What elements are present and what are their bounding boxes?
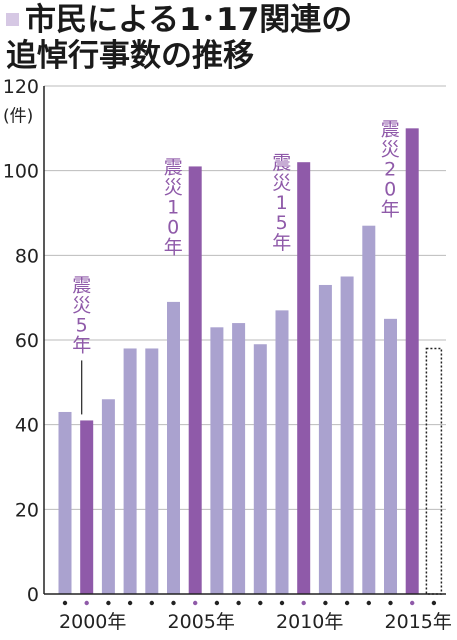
x-tick-dot: [323, 600, 328, 606]
x-tick-dot: [127, 600, 133, 606]
bar: [253, 344, 267, 594]
bar: [101, 399, 115, 594]
bar: [340, 276, 354, 594]
x-tick-dot: [258, 600, 263, 606]
x-tick-dot: [344, 600, 350, 606]
x-tick-dot: [62, 600, 68, 606]
x-tick-label: 2000年: [59, 611, 126, 633]
x-tick-label: 2015年: [385, 611, 452, 633]
y-tick-label: 100: [3, 161, 39, 183]
y-unit-label: (件): [3, 107, 33, 127]
anniversary-label: 震災 2 0 年: [381, 118, 400, 220]
x-tick-dot: [431, 600, 437, 606]
bar-anniversary: [405, 128, 419, 595]
y-tick-label: 40: [15, 415, 39, 437]
y-tick-label: 80: [15, 245, 39, 267]
bar-estimated: [425, 347, 443, 595]
bar: [384, 318, 397, 594]
title-marker-icon: [6, 13, 19, 26]
anniversary-label: 震災 1 5 年: [272, 152, 291, 254]
x-tick-dot: [410, 600, 415, 606]
bar-anniversary: [80, 420, 94, 594]
x-tick-dot: [106, 600, 111, 606]
x-tick-label: 2010年: [276, 611, 343, 633]
x-tick-dot: [279, 600, 285, 606]
y-tick-label: 20: [15, 499, 39, 521]
title-line-1: 市民による1･17関連の: [6, 2, 352, 38]
x-tick-dot: [236, 600, 241, 606]
bar: [145, 348, 159, 594]
bar: [210, 327, 224, 594]
x-tick-dot: [149, 600, 154, 606]
x-tick-dot: [214, 600, 220, 606]
x-tick-dot: [301, 600, 306, 606]
x-tick-label: 2005年: [168, 611, 235, 633]
bar-anniversary: [297, 162, 311, 594]
y-tick-label: 120: [3, 76, 39, 98]
x-tick-dot: [366, 600, 371, 606]
title-line-2: 追悼行事数の推移: [6, 38, 254, 74]
x-tick-dot: [84, 600, 89, 606]
anniversary-label: 震災 1 0 年: [164, 156, 183, 258]
y-tick-label: 60: [15, 330, 39, 352]
bar-anniversary: [188, 166, 202, 594]
x-tick-dot: [171, 600, 176, 606]
bar: [123, 348, 137, 594]
bar: [232, 323, 246, 594]
x-tick-dot: [193, 600, 198, 606]
bar: [58, 411, 72, 594]
x-tick-dot: [388, 600, 393, 606]
chart-title: 市民による1･17関連の 追悼行事数の推移: [6, 2, 352, 74]
anniversary-label: 震災 5 年: [72, 274, 91, 356]
bar: [318, 284, 332, 594]
bar: [275, 310, 289, 594]
bar: [362, 225, 376, 594]
title-line-1-text: 市民による1･17関連の: [25, 2, 353, 38]
y-tick-label: 0: [27, 584, 39, 606]
bar: [167, 301, 180, 594]
